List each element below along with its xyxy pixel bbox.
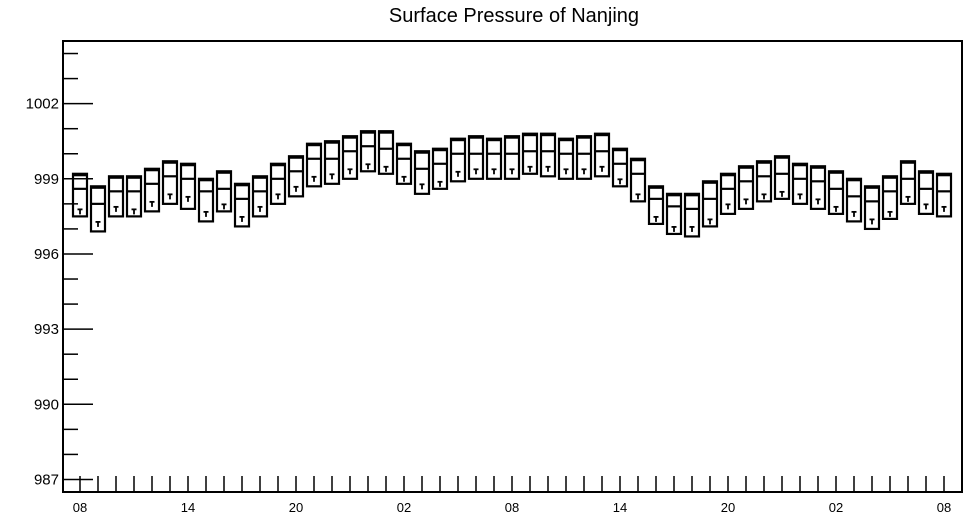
box xyxy=(629,157,647,203)
box xyxy=(539,132,557,178)
y-tick-label: 987 xyxy=(34,471,59,488)
box xyxy=(71,172,89,218)
box xyxy=(917,170,935,215)
box-series xyxy=(71,130,953,238)
y-tick-label: 996 xyxy=(34,246,59,263)
box xyxy=(773,155,791,200)
box xyxy=(863,185,881,231)
box xyxy=(395,142,413,185)
box xyxy=(89,185,107,233)
box xyxy=(197,177,215,223)
x-tick-label: 14 xyxy=(181,500,195,515)
box xyxy=(287,155,305,198)
box-rect xyxy=(179,162,197,210)
box xyxy=(827,170,845,215)
plot-frame xyxy=(62,40,963,493)
y-tick-label: 999 xyxy=(34,171,59,188)
box xyxy=(107,175,125,218)
box xyxy=(233,182,251,228)
box xyxy=(323,140,341,185)
x-tick-label: 02 xyxy=(397,500,411,515)
box xyxy=(557,137,575,180)
box xyxy=(845,177,863,223)
x-tick-label: 20 xyxy=(721,500,735,515)
box xyxy=(503,135,521,180)
box xyxy=(593,132,611,178)
y-axis: 987 990 993 996 999 1002 xyxy=(26,52,93,488)
x-tick-label: 20 xyxy=(289,500,303,515)
x-axis: 08 14 20 02 08 14 20 02 08 xyxy=(73,476,951,515)
box xyxy=(521,132,539,175)
x-tick-label: 02 xyxy=(829,500,843,515)
x-tick-label: 14 xyxy=(613,500,627,515)
box xyxy=(341,135,359,180)
box xyxy=(935,172,953,218)
x-tick-label: 08 xyxy=(937,500,951,515)
x-tick-label: 08 xyxy=(505,500,519,515)
box xyxy=(647,185,665,226)
box xyxy=(161,160,179,205)
box xyxy=(575,135,593,180)
box xyxy=(467,135,485,180)
box xyxy=(377,130,395,175)
box xyxy=(809,165,827,210)
box xyxy=(413,150,431,195)
box xyxy=(611,147,629,188)
box xyxy=(251,175,269,218)
box xyxy=(431,147,449,190)
box xyxy=(125,175,143,218)
box xyxy=(683,192,701,238)
box xyxy=(305,142,323,188)
box xyxy=(737,165,755,210)
box xyxy=(755,160,773,203)
box xyxy=(359,130,377,173)
box xyxy=(485,137,503,180)
plot-border xyxy=(62,40,963,493)
box xyxy=(719,172,737,215)
box xyxy=(143,167,161,213)
box xyxy=(881,175,899,220)
box xyxy=(215,170,233,213)
box xyxy=(899,160,917,205)
box xyxy=(665,192,683,236)
box xyxy=(449,137,467,183)
box xyxy=(701,180,719,228)
chart-title: Surface Pressure of Nanjing xyxy=(389,5,639,27)
x-tick-label: 08 xyxy=(73,500,87,515)
box xyxy=(791,162,809,205)
box xyxy=(269,162,287,205)
box xyxy=(179,162,197,210)
y-tick-label: 1002 xyxy=(26,96,59,113)
y-tick-label: 993 xyxy=(34,321,59,338)
y-tick-label: 990 xyxy=(34,396,59,413)
